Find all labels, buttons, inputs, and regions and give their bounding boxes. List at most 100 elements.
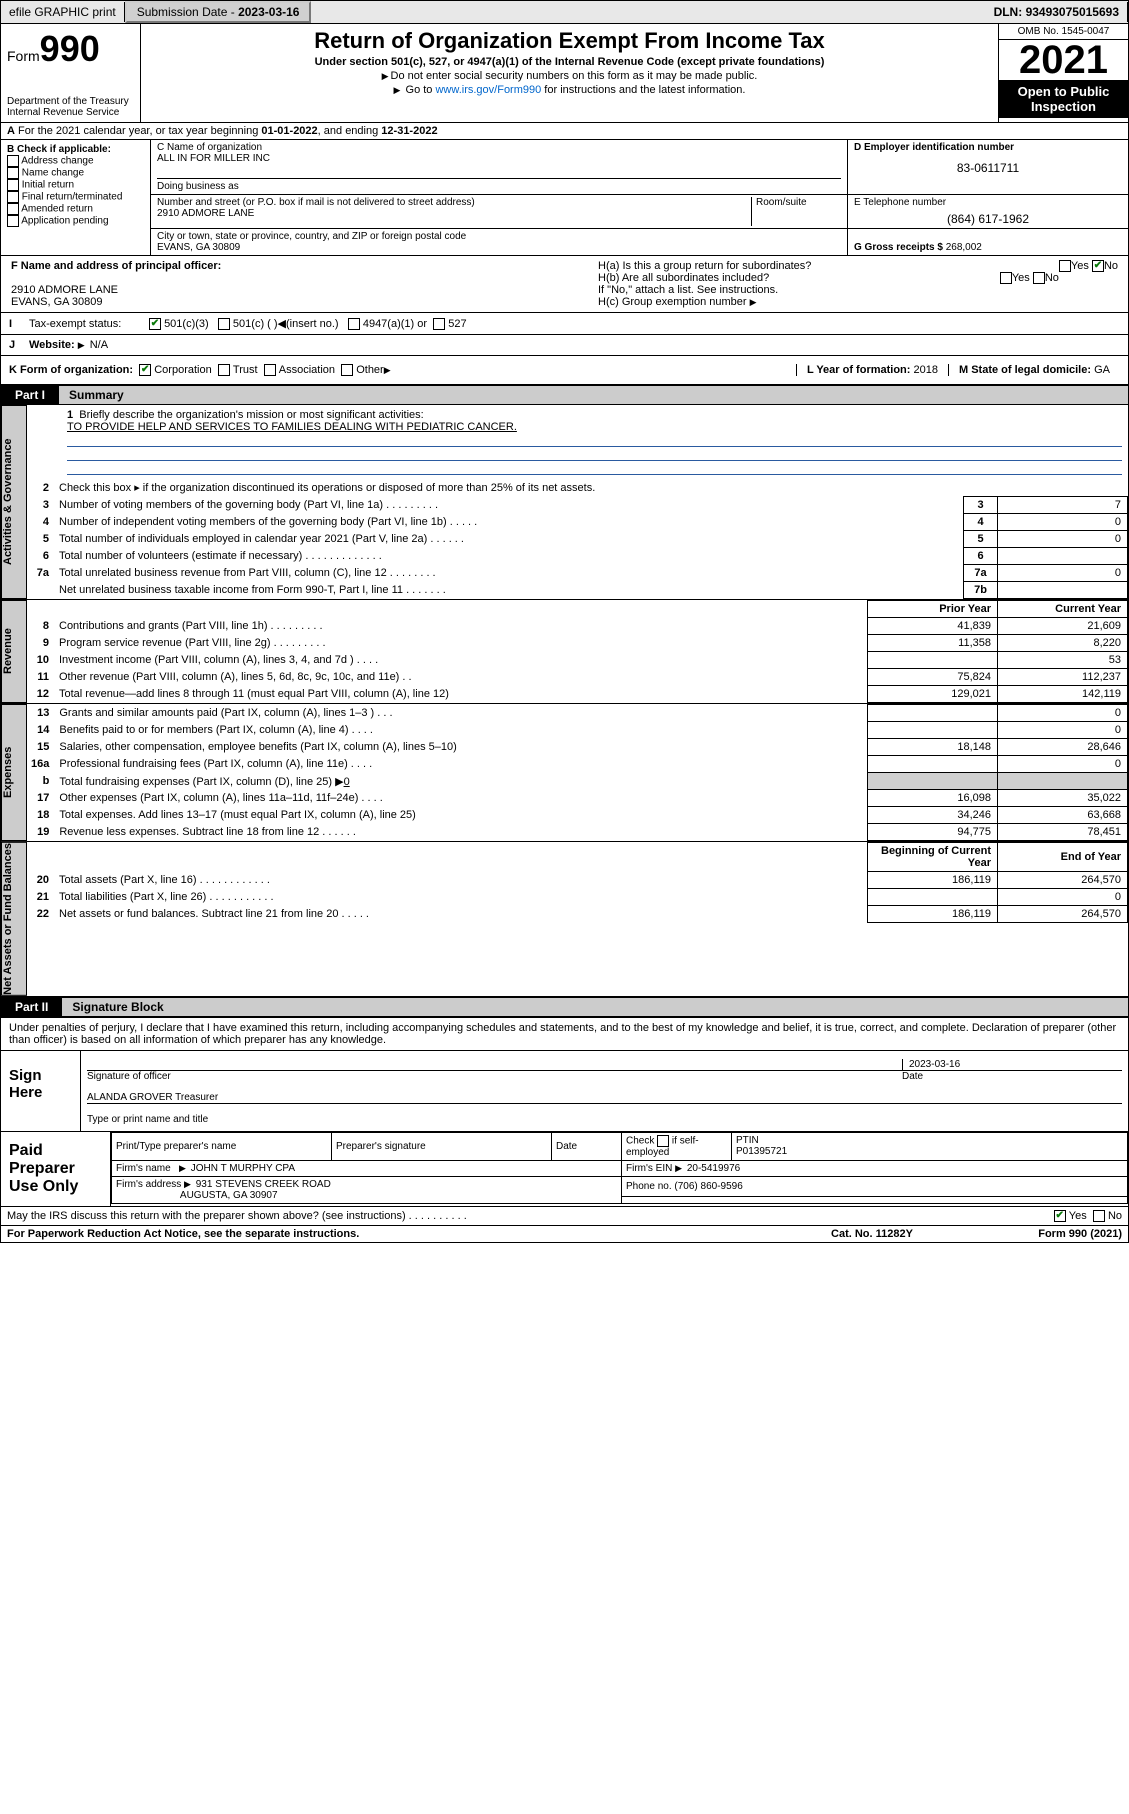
topbar-spacer xyxy=(311,9,985,15)
c-label: C Name of organization xyxy=(157,142,841,153)
discuss-no[interactable] xyxy=(1093,1210,1105,1222)
dba-label: Doing business as xyxy=(157,178,841,192)
form-header: Form990 Department of the Treasury Inter… xyxy=(0,24,1129,123)
city-value: EVANS, GA 30809 xyxy=(157,242,841,253)
sig-officer-label: Signature of officer xyxy=(87,1071,902,1082)
footer-form: Form 990 (2021) xyxy=(972,1228,1122,1240)
form-title: Return of Organization Exempt From Incom… xyxy=(147,28,992,54)
col-b-checkboxes: B Check if applicable: Address change Na… xyxy=(1,140,151,255)
chk-amended[interactable]: Amended return xyxy=(7,203,144,215)
discuss-yes[interactable] xyxy=(1054,1210,1066,1222)
revenue-table: Prior YearCurrent Year 8Contributions an… xyxy=(27,600,1128,703)
h-group: H(a) Is this a group return for subordin… xyxy=(588,256,1128,312)
governance-table: 2Check this box ▸ if the organization di… xyxy=(27,479,1128,599)
chk-527[interactable] xyxy=(433,318,445,330)
tax-year: 2021 xyxy=(999,40,1128,80)
chk-name-change[interactable]: Name change xyxy=(7,167,144,179)
side-activities: Activities & Governance xyxy=(1,405,27,599)
header-right: OMB No. 1545-0047 2021 Open to Public In… xyxy=(998,24,1128,122)
f-officer: F Name and address of principal officer:… xyxy=(1,256,588,312)
topbar: efile GRAPHIC print Submission Date - 20… xyxy=(0,0,1129,24)
perjury-declaration: Under penalties of perjury, I declare th… xyxy=(1,1018,1128,1050)
chk-4947[interactable] xyxy=(348,318,360,330)
c-address-block: Number and street (or P.O. box if mail i… xyxy=(151,195,848,229)
side-expenses: Expenses xyxy=(1,704,27,841)
irs-link[interactable]: www.irs.gov/Form990 xyxy=(435,84,541,96)
dept-treasury: Department of the Treasury xyxy=(7,96,134,107)
firm-phone: (706) 860-9596 xyxy=(674,1181,742,1192)
firm-name: JOHN T MURPHY CPA xyxy=(191,1163,295,1174)
paid-preparer-grid: Paid Preparer Use Only Print/Type prepar… xyxy=(1,1131,1128,1206)
room-suite: Room/suite xyxy=(751,197,841,226)
chk-501c3[interactable] xyxy=(149,318,161,330)
open-to-public: Open to Public Inspection xyxy=(999,80,1128,118)
chk-corp[interactable] xyxy=(139,364,151,376)
submission-date-button[interactable]: Submission Date - 2023-03-16 xyxy=(125,1,312,23)
expenses-table: 13Grants and similar amounts paid (Part … xyxy=(27,704,1128,841)
chk-final-return[interactable]: Final return/terminated xyxy=(7,191,144,203)
sec-revenue: Revenue Prior YearCurrent Year 8Contribu… xyxy=(1,599,1128,703)
form-subtitle: Under section 501(c), 527, or 4947(a)(1)… xyxy=(147,56,992,68)
chk-501c[interactable] xyxy=(218,318,230,330)
efile-label: efile GRAPHIC print xyxy=(1,2,125,22)
m-state: M State of legal domicile: GA xyxy=(948,364,1120,376)
chk-address-change[interactable]: Address change xyxy=(7,155,144,167)
l-year: L Year of formation: 2018 xyxy=(796,364,948,376)
note-ssn: Do not enter social security numbers on … xyxy=(147,70,992,82)
footer-cat: Cat. No. 11282Y xyxy=(772,1228,972,1240)
chk-other[interactable] xyxy=(341,364,353,376)
row-k-l-m: K Form of organization: Corporation Trus… xyxy=(0,356,1129,385)
ptin-value: P01395721 xyxy=(736,1146,787,1157)
h-b-yes[interactable] xyxy=(1000,272,1012,284)
chk-app-pending[interactable]: Application pending xyxy=(7,215,144,227)
website-value: N/A xyxy=(90,339,108,351)
addr-value: 2910 ADMORE LANE xyxy=(157,208,751,219)
chk-initial-return[interactable]: Initial return xyxy=(7,179,144,191)
paid-preparer-label: Paid Preparer Use Only xyxy=(1,1132,111,1206)
e-label: E Telephone number xyxy=(854,197,1122,208)
sign-here-fields: 2023-03-16 Signature of officer Date ALA… xyxy=(81,1051,1128,1131)
d-ein: D Employer identification number 83-0611… xyxy=(848,140,1128,195)
irs: Internal Revenue Service xyxy=(7,107,134,118)
sec-activities-governance: Activities & Governance 1 Briefly descri… xyxy=(1,405,1128,599)
sec-expenses: Expenses 13Grants and similar amounts pa… xyxy=(1,703,1128,841)
h-a-yes[interactable] xyxy=(1059,260,1071,272)
discuss-row: May the IRS discuss this return with the… xyxy=(1,1206,1128,1225)
c-name-block: C Name of organization ALL IN FOR MILLER… xyxy=(151,140,848,195)
signature-block: Under penalties of perjury, I declare th… xyxy=(0,1017,1129,1226)
h-a: H(a) Is this a group return for subordin… xyxy=(598,260,1118,272)
d-label: D Employer identification number xyxy=(854,142,1014,153)
c-city-block: City or town, state or province, country… xyxy=(151,229,848,255)
chk-self-employed[interactable] xyxy=(657,1135,669,1147)
net-assets-table: Beginning of Current YearEnd of Year 20T… xyxy=(27,842,1128,923)
part1-body: Activities & Governance 1 Briefly descri… xyxy=(0,405,1129,997)
paid-preparer-table: Print/Type preparer's name Preparer's si… xyxy=(111,1132,1128,1204)
chk-assoc[interactable] xyxy=(264,364,276,376)
sign-here-grid: Sign Here 2023-03-16 Signature of office… xyxy=(1,1050,1128,1131)
h-a-no[interactable] xyxy=(1092,260,1104,272)
side-revenue: Revenue xyxy=(1,600,27,703)
sig-date-val: 2023-03-16 xyxy=(902,1059,1122,1070)
form-number: Form990 xyxy=(7,28,134,70)
firm-addr2: AUGUSTA, GA 30907 xyxy=(180,1190,278,1201)
firm-ein: 20-5419976 xyxy=(687,1163,740,1174)
h-b-no[interactable] xyxy=(1033,272,1045,284)
row-a-tax-year: A For the 2021 calendar year, or tax yea… xyxy=(0,123,1129,140)
sec-net-assets: Net Assets or Fund Balances Beginning of… xyxy=(1,841,1128,996)
gross-value: 268,002 xyxy=(946,242,982,253)
col-c-to-g: C Name of organization ALL IN FOR MILLER… xyxy=(151,140,1128,255)
note-link: Go to www.irs.gov/Form990 for instructio… xyxy=(147,84,992,96)
sign-here-label: Sign Here xyxy=(1,1051,81,1131)
chk-trust[interactable] xyxy=(218,364,230,376)
header-left: Form990 Department of the Treasury Inter… xyxy=(1,24,141,122)
phone-value: (864) 617-1962 xyxy=(854,212,1122,226)
page-footer: For Paperwork Reduction Act Notice, see … xyxy=(0,1226,1129,1243)
h-b: H(b) Are all subordinates included? Yes … xyxy=(598,272,1118,284)
g-gross: G Gross receipts $ 268,002 xyxy=(848,229,1128,255)
b-header: B Check if applicable: xyxy=(7,144,111,155)
header-mid: Return of Organization Exempt From Incom… xyxy=(141,24,998,122)
part1-header: Part I Summary xyxy=(0,385,1129,405)
city-label: City or town, state or province, country… xyxy=(157,231,841,242)
footer-left: For Paperwork Reduction Act Notice, see … xyxy=(7,1228,772,1240)
addr-label: Number and street (or P.O. box if mail i… xyxy=(157,197,751,208)
